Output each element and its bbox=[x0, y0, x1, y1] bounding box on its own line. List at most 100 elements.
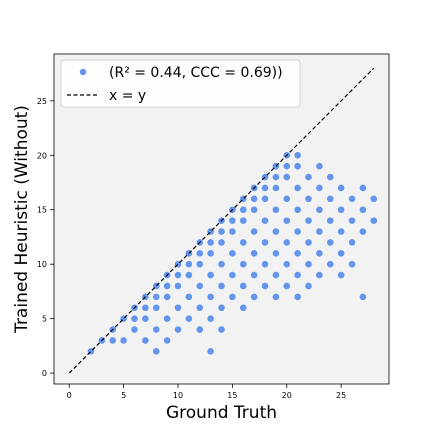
data-point bbox=[229, 271, 236, 279]
data-point bbox=[261, 239, 269, 246]
data-point bbox=[142, 315, 149, 322]
data-point bbox=[207, 271, 214, 279]
data-point bbox=[174, 304, 182, 312]
data-point bbox=[305, 195, 312, 203]
data-point bbox=[272, 206, 280, 214]
data-point bbox=[250, 293, 258, 301]
x-tick-label: 0 bbox=[67, 391, 72, 400]
data-point bbox=[229, 293, 236, 301]
data-point bbox=[337, 271, 345, 279]
data-point bbox=[174, 326, 182, 333]
data-point bbox=[348, 195, 356, 203]
data-point bbox=[316, 250, 323, 257]
data-point bbox=[272, 271, 280, 279]
data-point bbox=[218, 304, 225, 312]
data-point bbox=[207, 239, 214, 246]
data-point bbox=[185, 271, 193, 279]
data-point bbox=[196, 260, 204, 268]
data-point bbox=[294, 271, 301, 279]
data-point bbox=[316, 228, 323, 235]
data-point bbox=[294, 250, 301, 257]
legend-label-points: (R² = 0.44, CCC = 0.69)) bbox=[109, 65, 283, 81]
data-point bbox=[359, 206, 367, 214]
data-point bbox=[272, 173, 280, 181]
data-point bbox=[239, 282, 247, 290]
data-point bbox=[163, 315, 171, 322]
legend-label-line: x = y bbox=[109, 88, 146, 104]
data-point bbox=[163, 337, 171, 344]
data-point bbox=[359, 293, 367, 301]
data-point bbox=[196, 304, 204, 312]
x-tick-label: 15 bbox=[227, 391, 237, 400]
data-point bbox=[294, 228, 301, 235]
data-point bbox=[261, 195, 269, 203]
data-point bbox=[109, 337, 117, 344]
data-point bbox=[370, 195, 378, 203]
data-point bbox=[283, 239, 291, 246]
data-point bbox=[305, 173, 312, 181]
data-point bbox=[337, 228, 345, 235]
data-point bbox=[207, 293, 214, 301]
data-point bbox=[359, 228, 367, 235]
data-point bbox=[337, 250, 345, 257]
y-tick-label: 0 bbox=[42, 369, 47, 378]
data-point bbox=[218, 239, 225, 246]
data-point bbox=[283, 195, 291, 203]
plot-frame bbox=[53, 53, 390, 385]
data-point bbox=[152, 293, 160, 301]
data-point bbox=[272, 228, 280, 235]
data-point bbox=[305, 282, 312, 290]
data-point bbox=[250, 271, 258, 279]
x-tick-label: 25 bbox=[336, 391, 346, 400]
y-tick-label: 25 bbox=[37, 97, 47, 106]
data-point bbox=[337, 206, 345, 214]
data-point bbox=[196, 282, 204, 290]
data-point bbox=[305, 217, 312, 224]
data-point bbox=[239, 239, 247, 246]
legend-marker-points bbox=[79, 68, 87, 76]
data-point bbox=[218, 260, 225, 268]
data-point bbox=[239, 304, 247, 312]
x-axis: 0 5 10 15 20 25 bbox=[67, 384, 346, 400]
data-point bbox=[185, 293, 193, 301]
reference-line-x-equals-y bbox=[68, 67, 375, 374]
data-point bbox=[294, 206, 301, 214]
data-point bbox=[131, 326, 138, 333]
y-tick-label: 20 bbox=[37, 151, 47, 160]
y-axis-label: Trained Heuristic (Without) bbox=[12, 105, 32, 334]
data-point bbox=[250, 206, 258, 214]
data-point bbox=[152, 304, 160, 312]
data-point bbox=[239, 206, 247, 214]
data-point bbox=[239, 217, 247, 224]
data-point bbox=[250, 228, 258, 235]
data-point bbox=[294, 293, 301, 301]
data-point bbox=[229, 250, 236, 257]
data-point bbox=[294, 151, 301, 159]
data-point bbox=[359, 184, 367, 192]
data-point bbox=[370, 217, 378, 224]
data-point bbox=[196, 326, 204, 333]
data-point bbox=[218, 282, 225, 290]
data-point bbox=[207, 315, 214, 322]
data-point bbox=[207, 250, 214, 257]
data-point bbox=[196, 250, 204, 257]
data-point bbox=[326, 217, 334, 224]
data-point bbox=[218, 326, 225, 333]
data-point bbox=[283, 217, 291, 224]
data-point bbox=[218, 228, 225, 235]
data-point bbox=[174, 271, 182, 279]
legend: (R² = 0.44, CCC = 0.69)) x = y bbox=[60, 59, 301, 108]
data-point bbox=[305, 239, 312, 246]
data-point bbox=[142, 337, 149, 344]
data-point bbox=[316, 271, 323, 279]
data-point bbox=[305, 260, 312, 268]
data-point bbox=[337, 184, 345, 192]
data-point bbox=[272, 293, 280, 301]
data-point bbox=[152, 326, 160, 333]
data-point bbox=[152, 348, 160, 355]
data-point bbox=[316, 206, 323, 214]
data-point bbox=[348, 239, 356, 246]
data-point bbox=[283, 260, 291, 268]
data-point bbox=[261, 260, 269, 268]
